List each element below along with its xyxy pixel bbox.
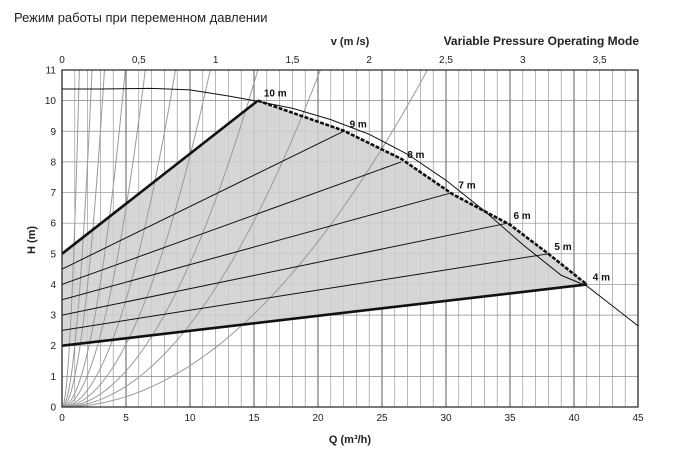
pressure-line	[62, 130, 344, 270]
pressure-line-label: 9 m	[350, 119, 367, 130]
chart-title: Variable Pressure Operating Mode	[444, 34, 640, 48]
pressure-line-label: 8 m	[407, 150, 424, 161]
pressure-lines	[62, 87, 638, 348]
y-axis-label: H (m)	[26, 226, 38, 254]
x-axis-label: Q (m³/h)	[329, 434, 371, 446]
y-tick-label: 10	[45, 96, 57, 107]
v-tick-label: 0,5	[132, 55, 146, 66]
pressure-line	[62, 192, 453, 301]
pressure-line-label: 7 m	[458, 181, 475, 192]
v-tick-label: 3,5	[593, 55, 607, 66]
pressure-line-label: 6 m	[513, 211, 530, 222]
pressure-line	[62, 161, 402, 285]
y-tick-label: 5	[50, 249, 56, 260]
x-tick-label: 30	[440, 413, 452, 424]
system-curve	[62, 70, 176, 407]
control-max-boundary	[257, 99, 588, 286]
pressure-line-label: 10 m	[264, 89, 287, 100]
x-tick-label: 0	[59, 413, 65, 424]
plot-frame	[61, 69, 639, 408]
y-tick-label: 11	[46, 66, 57, 77]
x-tick-label: 25	[376, 413, 388, 424]
y-tick-label: 4	[50, 280, 56, 291]
v-tick-label: 0	[59, 55, 65, 66]
x-tick-label: 15	[248, 413, 260, 424]
y-tick-label: 6	[50, 219, 56, 230]
system-curve	[62, 70, 80, 407]
system-curve	[62, 70, 428, 407]
curve-labels: 10 m 9 m 8 m 7 m 6 m 5 m 4 m	[264, 89, 610, 284]
system-curve	[62, 70, 259, 407]
y-tick-label: 8	[50, 157, 56, 168]
pressure-line-label: 5 m	[554, 242, 571, 253]
v-tick-label: 2,5	[439, 55, 453, 66]
control-lower-line	[62, 283, 587, 348]
v-tick-label: 1,5	[285, 55, 299, 66]
pressure-line	[62, 222, 508, 316]
system-curves	[62, 70, 428, 407]
control-area	[62, 100, 587, 346]
control-area-fill	[62, 100, 587, 346]
v-tick-label: 2	[366, 55, 372, 66]
max-pump-curve	[62, 87, 638, 327]
control-upper-line	[62, 99, 259, 255]
plot-border	[61, 69, 639, 408]
x-tick-label: 10	[184, 413, 196, 424]
top-axis-label: v (m /s)	[331, 36, 370, 48]
y-tick-label: 7	[50, 188, 56, 199]
x-tick-label: 20	[312, 413, 324, 424]
y-tick-label: 2	[50, 341, 56, 352]
y-tick-label: 0	[50, 403, 56, 414]
system-curve	[62, 70, 126, 407]
system-curve	[62, 70, 146, 407]
x-tick-label: 45	[632, 413, 644, 424]
x-tick-label: 35	[504, 413, 516, 424]
pressure-line-label: 4 m	[593, 272, 610, 283]
v-tick-label: 3	[520, 55, 526, 66]
pressure-line	[62, 253, 549, 331]
y-tick-label: 3	[50, 311, 56, 322]
y-tick-label: 1	[50, 372, 56, 383]
x-tick-label: 40	[568, 413, 580, 424]
system-curve	[62, 70, 105, 407]
y-tick-label: 9	[50, 127, 56, 138]
page-title: Режим работы при переменном давлении	[14, 10, 268, 25]
x-tick-label: 5	[123, 413, 129, 424]
system-curve	[62, 70, 93, 407]
v-tick-label: 1	[213, 55, 219, 66]
